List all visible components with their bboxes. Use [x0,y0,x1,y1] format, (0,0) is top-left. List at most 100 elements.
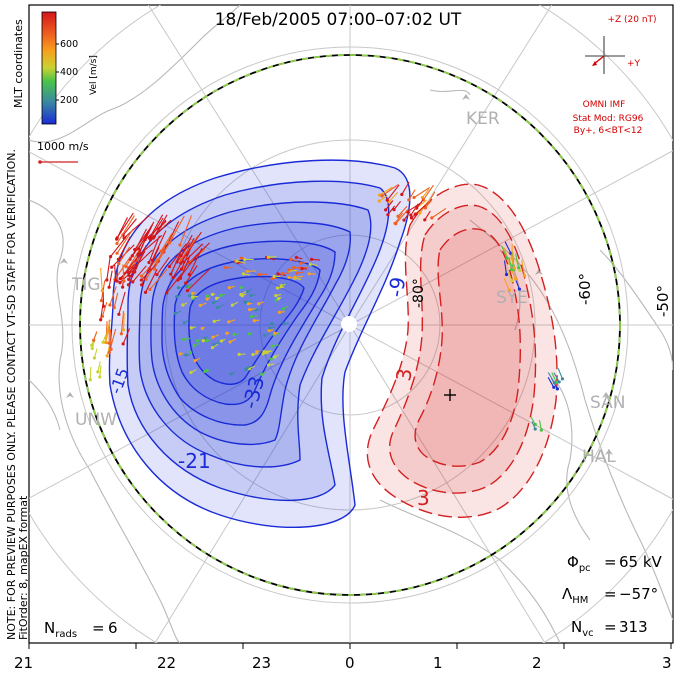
velocity-vector-origin [140,283,144,287]
velocity-vector-origin [310,257,314,261]
velocity-vector-origin [505,256,509,260]
velocity-vector-origin [294,255,298,259]
velocity-vector-origin [262,349,266,354]
velocity-vector [97,361,101,372]
velocity-vector-origin [241,272,246,276]
velocity-vector [118,246,131,264]
contour-label-pos3-a: 3 [391,367,417,383]
velocity-vector-origin [205,297,209,301]
velocity-vector [128,249,153,274]
velocity-vector-origin [147,260,151,265]
velocity-vector [177,253,199,281]
velocity-vector-origin [184,284,189,289]
velocity-vector [176,242,191,263]
velocity-vector-origin [205,294,209,298]
hm-boundary-overlay [79,54,621,596]
velocity-vector-origin [176,286,181,290]
velocity-vector-origin [200,326,204,331]
velocity-vector-origin [205,339,209,343]
velocity-vector-origin [136,254,140,258]
velocity-vector-origin [394,222,398,226]
velocity-vector-origin [266,255,270,259]
velocity-vector [99,365,102,377]
velocity-vector-origin [99,298,103,303]
velocity-vector-origin [121,328,126,332]
velocity-vector-origin [248,307,252,312]
velocity-vector-origin [246,302,251,306]
velocity-vector [151,230,167,261]
mlt-tick-23: 23 [252,654,271,672]
velocity-vector-origin [245,269,250,273]
station-label-hal: HAL [582,447,616,467]
velocity-vector-origin [189,326,193,330]
velocity-vector-origin [203,336,207,340]
velocity-vector-origin [108,303,112,307]
velocity-vector-origin [251,352,255,357]
velocity-vector [547,377,555,388]
velocity-vector-origin [276,296,281,301]
velocity-vector-origin [126,283,130,287]
velocity-vector-origin [557,380,561,384]
velocity-vector-origin [210,346,215,350]
velocity-vector-origin [192,344,196,348]
velocity-vector-origin [270,344,274,348]
velocity-vector [379,186,393,196]
velocity-vector-origin [115,251,119,255]
velocity-vector-origin [418,211,422,215]
velocity-vector-origin [90,346,94,351]
velocity-vector [128,248,141,269]
velocity-vector-origin [277,310,282,314]
velocity-vector-origin [173,311,177,316]
velocity-vector-origin [203,369,207,374]
velocity-vector-origin [407,198,411,202]
velocity-vector [378,195,388,202]
mlt-tick-3: 3 [662,654,672,672]
velocity-vector-origin [247,332,252,336]
velocity-vector-origin [412,195,416,200]
velocity-vector-origin [270,276,274,280]
velocity-vector [504,241,512,254]
velocity-vector-origin [270,322,274,326]
velocity-vector-origin [230,303,234,307]
scale-vector: 1000 m/s [37,140,89,164]
velocity-vector [381,184,399,197]
velocity-vector-origin [279,284,283,288]
velocity-vector [122,328,131,345]
negative-cell [108,159,411,528]
velocity-vector [403,211,411,221]
colorbar-ramp [41,11,57,125]
velocity-vector-origin [178,352,182,356]
velocity-vector-origin [415,206,419,210]
velocity-vector-origin [237,352,241,356]
scale-vector-label: 1000 m/s [37,140,89,153]
mlt-tick-21: 21 [14,654,33,672]
lambda-hm-eq: = [604,585,617,603]
velocity-vector-origin [101,340,105,344]
velocity-vector [183,243,204,263]
velocity-vector-origin [182,260,186,264]
velocity-vector-origin [555,387,559,391]
velocity-vector-origin [119,332,123,336]
velocity-vector [116,217,128,240]
velocity-vector-origin [245,290,250,294]
velocity-vector-origin [188,294,192,298]
velocity-vector-origin [121,285,125,289]
velocity-vector-origin [139,278,143,282]
velocity-vector-origin [281,307,285,311]
velocity-vector-origin [103,340,107,345]
velocity-vector [154,245,166,270]
velocity-vector [113,292,119,308]
velocity-vector-origin [276,272,280,276]
velocity-vector-origin [249,293,253,298]
velocity-vector-origin [409,216,414,220]
fit-order-note: FitOrder: 8, mapEX format [17,495,30,640]
velocity-vector [551,372,557,383]
velocity-vector [422,184,434,201]
velocity-vector [149,268,168,290]
velocity-vector [508,257,513,270]
velocity-vector-origin [252,319,256,323]
phi-pc-eq: = [604,553,617,571]
velocity-vector-origin [193,358,197,363]
velocity-vector [521,259,526,276]
